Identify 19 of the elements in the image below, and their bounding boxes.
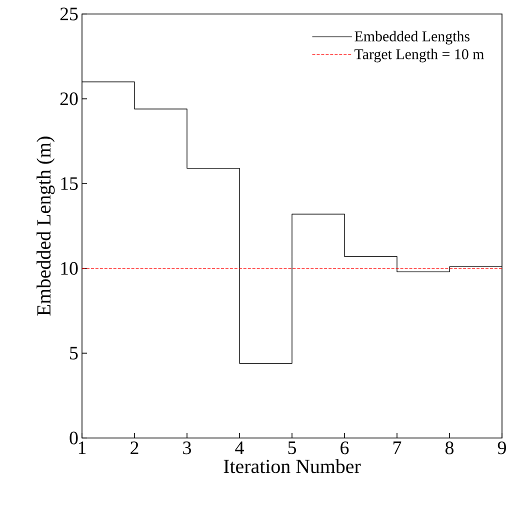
y-tick-label: 5 [70,346,78,360]
x-tick-label: 6 [340,442,349,454]
y-tick-label: 10 [61,262,78,275]
x-tick-label: 1 [78,442,86,454]
legend-label: Embedded Lengths [354,30,470,44]
y-tick-label: 0 [70,432,78,444]
y-axis-title: Embedded Length (m) [36,136,55,316]
x-tick-label: 2 [130,442,138,454]
x-tick-label: 5 [288,442,296,454]
x-tick-label: 3 [183,442,191,454]
x-axis-title: Iteration Number [224,459,361,474]
x-tick-label: 7 [394,442,402,454]
x-tick-label: 9 [498,442,506,454]
legend-label: Target Length = 10 m [354,48,484,62]
y-tick-label: 25 [60,8,78,20]
y-tick-label: 20 [60,92,78,106]
y-tick-label: 15 [61,177,78,190]
x-tick-label: 8 [445,442,454,454]
x-tick-label: 4 [235,442,244,454]
